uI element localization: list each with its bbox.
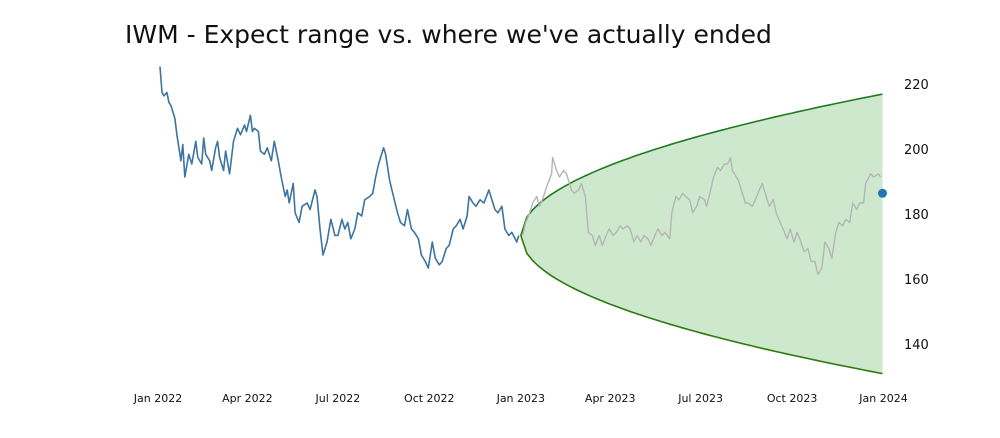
x-tick-label: Oct 2023 [766, 392, 818, 405]
x-tick-label: Jan 2022 [133, 392, 183, 405]
y-tick-label: 200 [904, 143, 929, 158]
y-tick-label: 220 [904, 78, 929, 93]
x-tick-label: Apr 2022 [222, 392, 273, 405]
expected-range-fill [520, 94, 883, 374]
expected-range-upper-line [520, 93, 883, 236]
x-tick-label: Jan 2024 [859, 392, 908, 405]
x-tick-label: Apr 2023 [584, 392, 636, 405]
expected-range-lower-line [520, 235, 883, 375]
x-tick-label: Jan 2023 [496, 392, 546, 405]
x-tick-label: Oct 2022 [404, 392, 455, 405]
history-2022-price-line [159, 66, 520, 269]
chart-title: IWM - Expect range vs. where we've actua… [125, 20, 772, 49]
x-tick-label: Jul 2023 [678, 392, 723, 405]
y-tick-label: 180 [904, 208, 929, 223]
y-tick-label: 140 [904, 338, 929, 353]
x-tick-label: Jul 2022 [315, 392, 361, 405]
actual-2023-price-line [522, 156, 882, 276]
y-tick-label: 160 [904, 273, 929, 288]
end-value-marker [878, 188, 887, 198]
